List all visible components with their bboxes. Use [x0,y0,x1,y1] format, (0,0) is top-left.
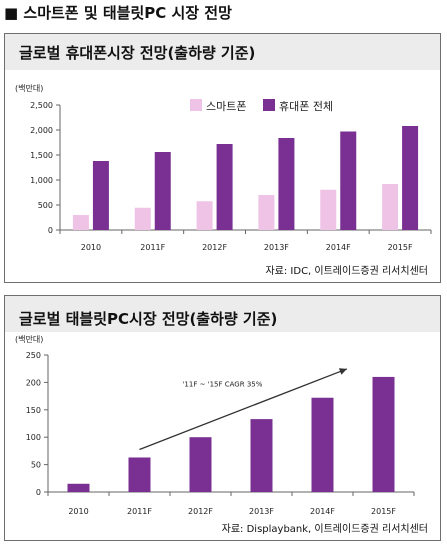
tablet-market-chart: 0 50 100 150 200 250 (백만대) 2010 2011F 2012F 2013F 2… [15,334,415,516]
bar-smartphone [320,189,337,230]
cagr-annotation: '11F ~ '15F CAGR 35% [183,380,263,388]
bar-tablet [128,457,151,492]
bar-phone-total [92,161,109,230]
x-tick-label: 2013F [249,507,274,516]
x-tick-label: 2010 [68,507,88,516]
x-tick-label: 2014F [310,507,335,516]
bar-smartphone [258,195,275,230]
y-tick-label: 1,500 [30,151,53,160]
bar-phone-total [340,131,357,230]
bar-phone-total [402,126,419,230]
trend-arrow-line [139,368,348,451]
panel-header [5,296,440,332]
phone-market-chart: 0 500 1,000 1,500 2,000 2,500 (백만대) 2010 2011F 20… [15,83,432,252]
y-tick-label: 250 [26,351,41,360]
x-tick-label: 2015F [371,507,396,516]
chart-title: 글로벌 태블릿PC시장 전망(출하량 기준) [19,310,278,328]
bar-smartphone [72,215,89,230]
y-tick-label: 2,500 [30,101,53,110]
panel-header [5,34,440,70]
y-axis-unit-label: (백만대) [15,334,43,344]
x-tick-label: 2013F [264,243,289,252]
x-tick-label: 2011F [140,243,165,252]
y-tick-label: 150 [26,406,41,415]
x-tick-label: 2011F [127,507,152,516]
legend-swatch [190,99,202,111]
bar-phone-total [278,138,295,230]
x-tick-label: 2010 [81,243,101,252]
y-tick-label: 1,000 [30,176,53,185]
source-note: 자료: Displaybank, 이트레이드증권 리서치센터 [221,524,428,535]
bar-tablet [372,376,395,492]
bar-tablet [67,483,90,492]
x-tick-label: 2012F [202,243,227,252]
y-tick-label: 200 [26,378,41,387]
trend-arrow-head [338,368,347,375]
y-axis-unit-label: (백만대) [15,83,43,93]
y-tick-label: 50 [31,461,41,470]
source-note: 자료: IDC, 이트레이드증권 리서치센터 [265,266,428,277]
bar-smartphone [382,184,399,230]
chart-title: 글로벌 휴대폰시장 전망(출하량 기준) [19,44,256,62]
y-tick-label: 0 [48,226,53,235]
legend-label: 스마트폰 [206,100,246,113]
bar-tablet [311,397,334,492]
x-tick-label: 2015F [388,243,413,252]
legend-label: 휴대폰 전체 [279,100,333,113]
bar-phone-total [216,144,233,230]
y-tick-label: 2,000 [30,126,53,135]
y-tick-label: 0 [36,488,41,497]
bar-smartphone [196,201,213,230]
legend-swatch [263,99,275,111]
phone-market-panel: 글로벌 휴대폰시장 전망(출하량 기준) 0 500 1,000 1,500 2,000… [4,33,441,283]
bar-smartphone [134,207,151,230]
y-tick-label: 500 [38,201,53,210]
page-title: ■ 스마트폰 및 태블릿PC 시장 전망 [4,4,232,22]
y-tick-label: 100 [26,433,41,442]
bar-phone-total [154,152,171,230]
bar-tablet [250,419,273,492]
x-tick-label: 2014F [326,243,351,252]
tablet-market-panel: 글로벌 태블릿PC시장 전망(출하량 기준) 0 50 100 150 200 250 (백… [4,295,441,541]
x-tick-label: 2012F [188,507,213,516]
bar-tablet [189,437,212,492]
